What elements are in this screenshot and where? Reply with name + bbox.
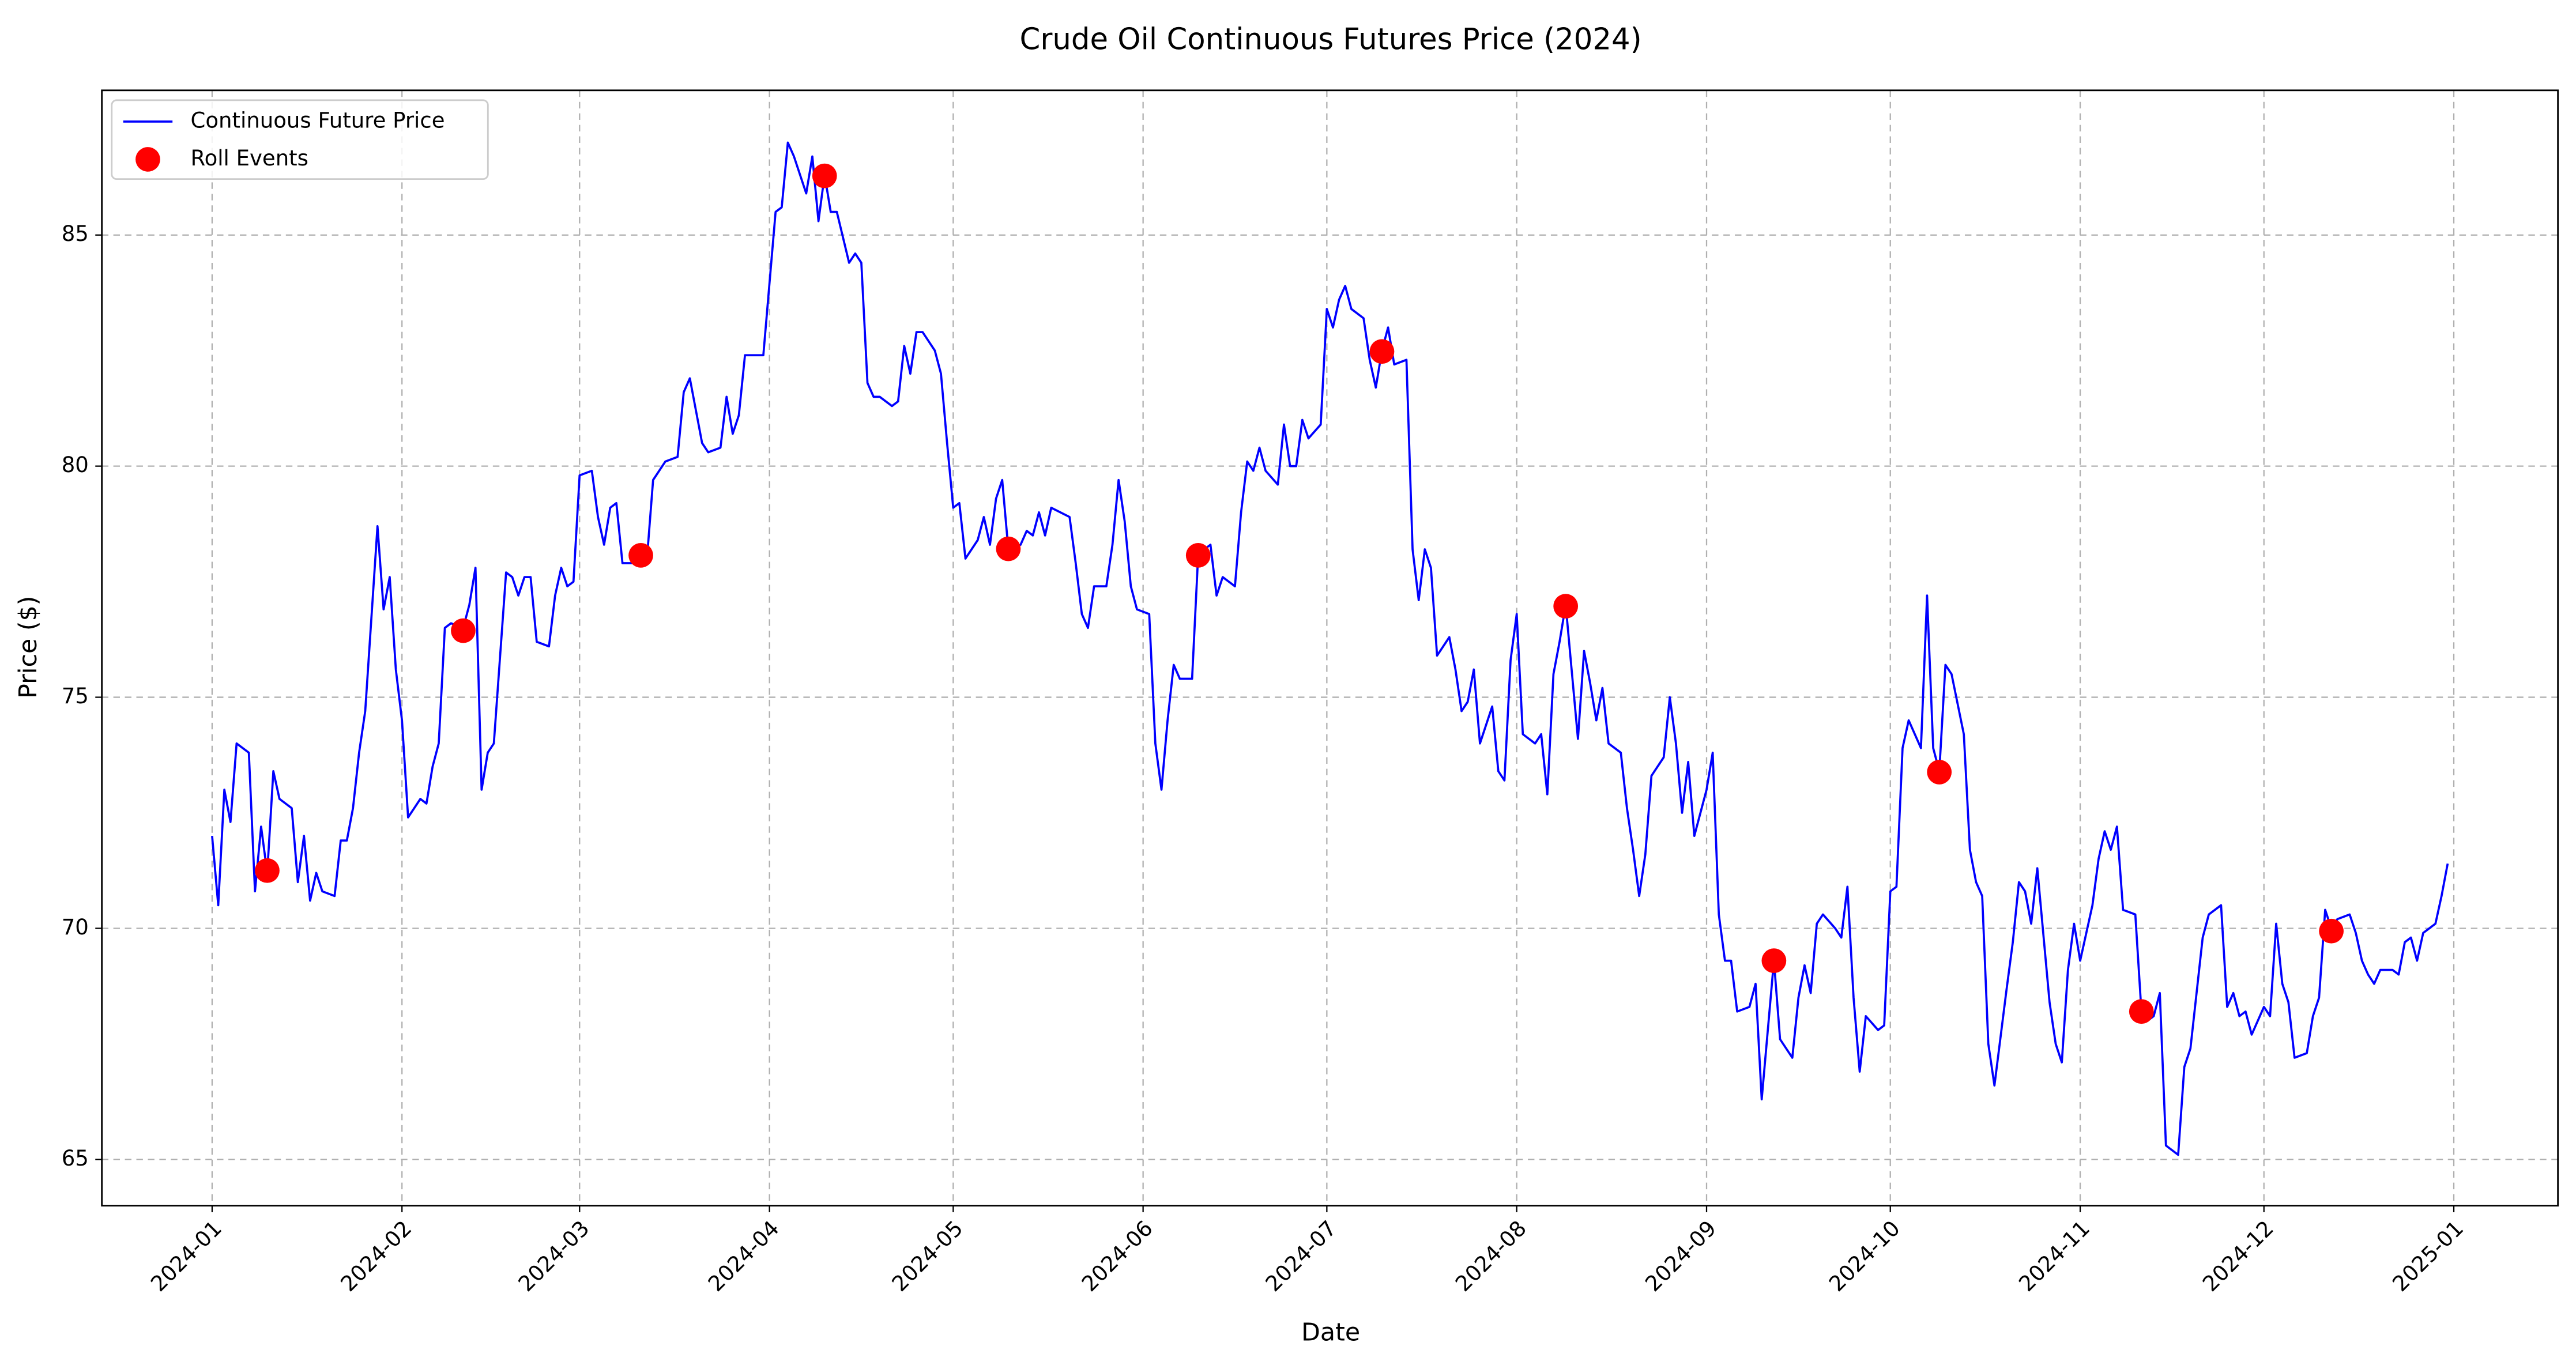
roll-event-point <box>1553 594 1579 619</box>
x-axis-label: Date <box>1301 1318 1360 1347</box>
roll-event-point <box>628 543 653 568</box>
roll-event-point <box>1185 543 1211 568</box>
legend-marker <box>135 147 160 172</box>
axes-frame <box>101 89 2559 1206</box>
legend: Continuous Future Price Roll Events <box>111 99 489 180</box>
legend-label: Roll Events <box>191 146 308 171</box>
legend-box <box>111 99 489 180</box>
chart-title: Crude Oil Continuous Futures Price (2024… <box>1020 22 1642 56</box>
y-tick-label: 65 <box>62 1146 89 1171</box>
price-line <box>211 141 2449 1156</box>
y-tick-label: 80 <box>62 453 89 477</box>
roll-event-point <box>2319 918 2344 944</box>
y-tick-label: 75 <box>62 684 89 708</box>
roll-event-point <box>1761 948 1787 973</box>
roll-event-point <box>1369 339 1395 364</box>
roll-event-point <box>1927 760 1952 785</box>
roll-event-point <box>812 163 837 188</box>
legend-label: Continuous Future Price <box>191 108 445 133</box>
roll-event-point <box>2129 999 2154 1024</box>
roll-event-point <box>996 536 1021 561</box>
y-tick-label: 70 <box>62 915 89 940</box>
y-tick-label: 85 <box>62 221 89 246</box>
y-axis-label: Price ($) <box>14 596 43 699</box>
roll-event-point <box>451 618 476 643</box>
roll-event-point <box>255 858 280 883</box>
